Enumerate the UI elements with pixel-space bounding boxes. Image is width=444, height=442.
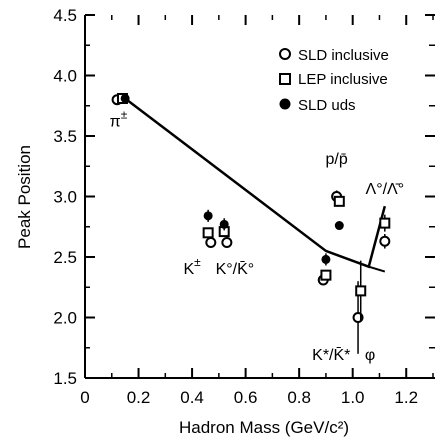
y-tick-label: 3.0 [53,188,77,207]
particle-label: K°/K̄° [216,261,255,278]
y-tick-label: 2.5 [53,248,77,267]
point-sld-inclusive [205,236,217,248]
particle-label-sup: ± [194,255,201,269]
point-lep-inclusive [202,227,214,239]
x-tick-label: 0.2 [127,388,151,407]
particle-label: φ [365,347,375,364]
legend-marker-sld-uds [279,98,291,110]
particle-label-sup: ± [121,107,128,121]
point-sld-inclusive [379,235,391,247]
point-lep-inclusive [355,285,367,297]
particle-label: p/p̄ [326,151,348,168]
axes-layer: 0 0.2 0.4 0.6 0.8 1.0 1.2 1.5 2.0 2.5 3.0 3.5 4.0 4.5 [53,6,435,407]
x-tick-label: 0.6 [234,388,258,407]
point-sld-uds [321,254,331,264]
x-tick-label: 0.8 [287,388,311,407]
x-tick-label: 0 [80,388,89,407]
point-sld-uds [334,221,344,231]
point-lep-inclusive [320,269,332,281]
legend-marker-lep-inclusive [279,73,291,85]
data-points-layer [111,92,391,354]
particle-label: K± [183,255,201,278]
fit-line-segment [368,265,386,273]
point-sld-uds [219,219,229,229]
legend-marker-sld-inclusive [279,48,291,60]
annotations-layer: π± K± K°/K̄° p/p̄ Λ°/Λ̄° K*/K̄* φ [110,107,404,364]
y-tick-label: 4.0 [53,67,77,86]
x-axis-title: Hadron Mass (GeV/c²) [179,418,349,437]
x-tick-label: 1.2 [394,388,418,407]
particle-label: Λ°/Λ̄° [366,181,405,198]
legend-label-sld-uds: SLD uds [298,97,356,114]
y-tick-label: 4.5 [53,6,77,25]
point-sld-uds [203,211,213,221]
point-sld-inclusive [221,236,233,248]
legend-label-sld-inclusive: SLD inclusive [298,47,389,64]
point-lep-inclusive [333,195,345,207]
legend-label-lep-inclusive: LEP inclusive [298,71,388,88]
particle-label: π± [110,107,128,130]
y-tick-label: 2.0 [53,309,77,328]
point-sld-uds [120,93,130,103]
x-tick-label: 0.4 [180,388,204,407]
particle-label: K*/K̄* [312,346,350,363]
point-lep-inclusive [379,217,391,229]
x-tick-label: 1.0 [341,388,365,407]
fit-line [124,97,387,269]
y-axis-title: Peak Position [15,145,34,249]
legend: SLD inclusive LEP inclusive SLD uds [279,47,389,114]
y-tick-label: 3.5 [53,127,77,146]
y-tick-label: 1.5 [53,369,77,388]
fit-line-layer [124,97,387,273]
